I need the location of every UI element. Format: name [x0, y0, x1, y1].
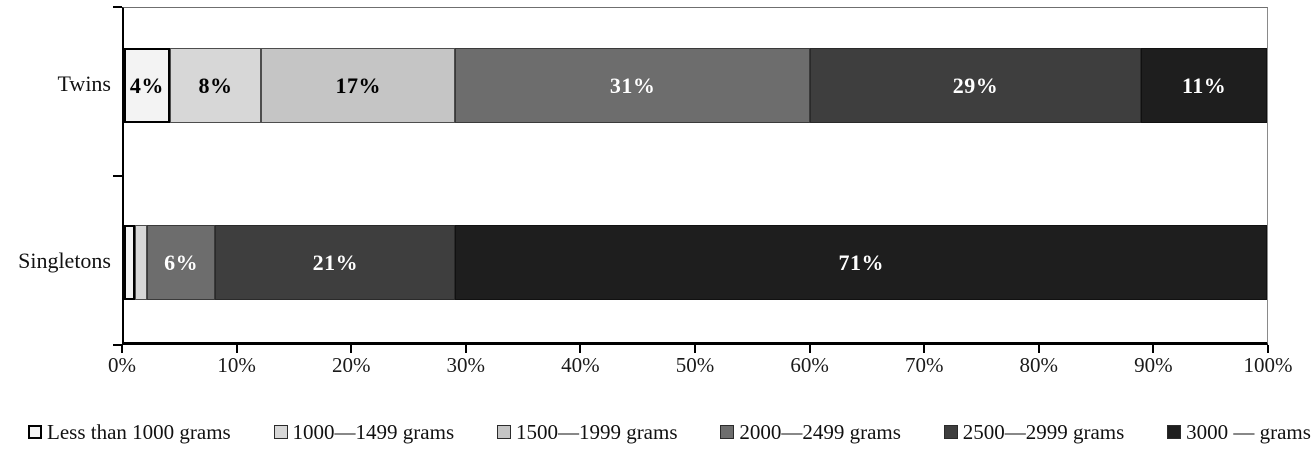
plot-area: 4% 8% 17% 31% 29% 11% 6% 21% 71%: [122, 7, 1268, 345]
x-axis-tick: [1152, 345, 1155, 353]
category-label-twins: Twins: [57, 70, 111, 96]
legend-item-5: 3000 — grams: [1167, 420, 1311, 445]
x-axis-tick-label: 40%: [561, 353, 600, 377]
bar-segment-singletons-5: 71%: [455, 225, 1267, 300]
segment-value-label: 11%: [1181, 72, 1227, 98]
segment-value-label: 6%: [164, 249, 199, 275]
x-axis-tick-label: 100%: [1243, 353, 1293, 377]
legend-swatch-icon: [943, 425, 958, 439]
x-axis-tick: [1037, 345, 1040, 353]
x-axis-tick: [350, 345, 353, 353]
legend-label: 2000—2499 grams: [739, 419, 901, 444]
x-axis-tick-label: 0%: [108, 353, 136, 377]
bar-segment-twins-5: 11%: [1141, 48, 1267, 123]
bar-segment-twins-3: 31%: [455, 48, 810, 123]
legend-label: 3000 — grams: [1186, 419, 1311, 444]
x-axis-tick: [694, 345, 696, 353]
x-axis-tick: [579, 345, 582, 353]
x-axis-tick: [235, 345, 238, 353]
x-axis-tick-label: 90%: [1134, 353, 1173, 377]
chart-legend: Less than 1000 grams 1000—1499 grams 1500—…: [28, 416, 1311, 448]
bar-segment-twins-4: 29%: [809, 48, 1142, 123]
legend-swatch-icon: [1167, 425, 1182, 439]
bar-segment-twins-0: 4%: [124, 48, 170, 123]
y-axis-tick: [113, 6, 122, 8]
bar-segment-twins-2: 17%: [261, 48, 456, 123]
legend-item-3: 2000—2499 grams: [720, 420, 901, 445]
legend-item-4: 2500—2999 grams: [943, 419, 1125, 445]
bar-segment-singletons-1: [135, 225, 147, 300]
x-axis-tick: [1267, 345, 1269, 353]
segment-value-label: 21%: [312, 249, 359, 275]
x-axis-tick: [464, 345, 467, 353]
x-axis-tick-label: 50%: [675, 353, 715, 377]
legend-label: Less than 1000 grams: [47, 419, 231, 444]
x-axis-tick: [923, 345, 926, 353]
legend-swatch-icon: [28, 425, 42, 439]
legend-item-1: 1000—1499 grams: [273, 419, 455, 445]
x-axis-tick: [808, 345, 811, 353]
segment-value-label: 31%: [609, 72, 656, 98]
y-axis-tick: [113, 344, 122, 346]
x-axis-tick-label: 80%: [1019, 353, 1059, 377]
segment-value-label: 17%: [335, 72, 382, 98]
legend-item-2: 1500—1999 grams: [496, 419, 678, 445]
legend-label: 1500—1999 grams: [515, 419, 678, 444]
legend-swatch-icon: [720, 425, 735, 439]
x-axis-tick-label: 30%: [446, 353, 486, 377]
category-label-singletons: Singletons: [18, 247, 111, 273]
legend-swatch-icon: [273, 425, 288, 439]
x-axis-tick: [121, 345, 123, 353]
x-axis-tick-label: 60%: [790, 353, 829, 377]
segment-value-label: 8%: [198, 72, 233, 98]
legend-item-0: Less than 1000 grams: [28, 420, 231, 445]
bar-segment-singletons-3: 6%: [146, 225, 216, 300]
x-axis-tick-label: 10%: [217, 353, 256, 377]
legend-label: 1000—1499 grams: [292, 419, 455, 444]
segment-value-label: 4%: [129, 72, 164, 98]
bar-segment-singletons-4: 21%: [215, 225, 456, 300]
bar-twins: 4% 8% 17% 31% 29% 11%: [124, 48, 1267, 123]
legend-swatch-icon: [496, 425, 511, 439]
x-axis-tick-label: 20%: [331, 353, 371, 377]
x-axis-tick-label: 70%: [904, 353, 944, 377]
bar-singletons: 6% 21% 71%: [124, 225, 1267, 300]
bar-segment-twins-1: 8%: [169, 48, 262, 123]
segment-value-label: 29%: [952, 72, 999, 98]
legend-label: 2500—2999 grams: [962, 419, 1125, 444]
segment-value-label: 71%: [838, 249, 884, 275]
bar-segment-singletons-0: [124, 225, 136, 300]
y-axis-tick: [113, 175, 122, 177]
